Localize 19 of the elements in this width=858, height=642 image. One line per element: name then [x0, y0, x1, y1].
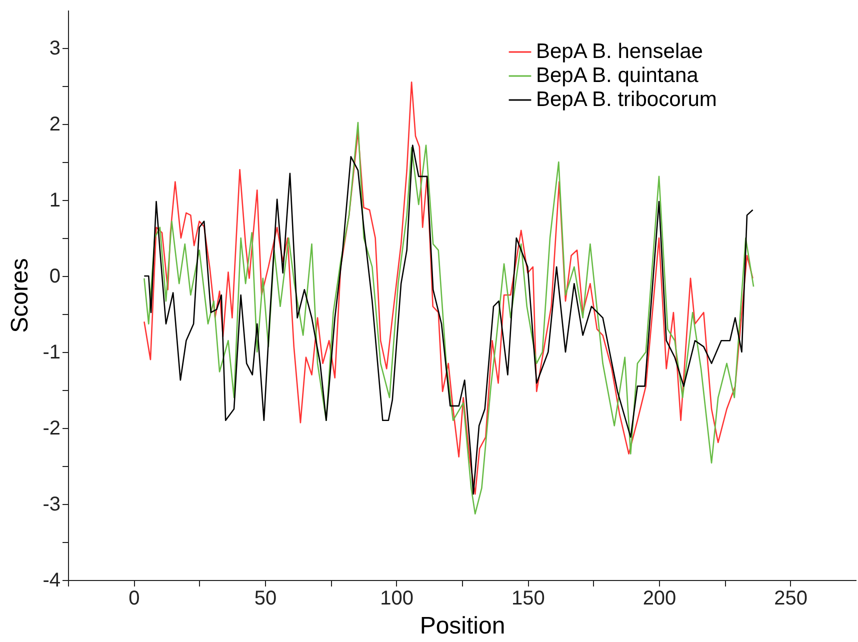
x-tick-label: 150 [511, 588, 545, 610]
x-tick-label: 200 [642, 588, 676, 610]
x-tick-label: 0 [128, 588, 140, 610]
legend-label: BepA B. quintana [536, 64, 699, 87]
x-tick-label: 50 [254, 588, 277, 610]
y-tick-label: -1 [42, 342, 60, 364]
x-tick-label: 100 [380, 588, 414, 610]
y-axis-title: Scores [6, 258, 34, 333]
y-tick-label: -3 [42, 494, 60, 516]
y-tick-label: -2 [42, 418, 60, 440]
legend-label: BepA B. tribocorum [536, 88, 717, 111]
legend-label: BepA B. henselae [536, 40, 703, 63]
y-tick-label: -4 [42, 570, 60, 592]
x-axis-title: Position [420, 612, 506, 640]
y-tick-label: 2 [49, 114, 60, 136]
y-tick-label: 3 [49, 38, 60, 60]
y-tick-label: 1 [49, 190, 60, 212]
y-tick-label: 0 [49, 266, 60, 288]
x-tick-label: 250 [774, 588, 808, 610]
